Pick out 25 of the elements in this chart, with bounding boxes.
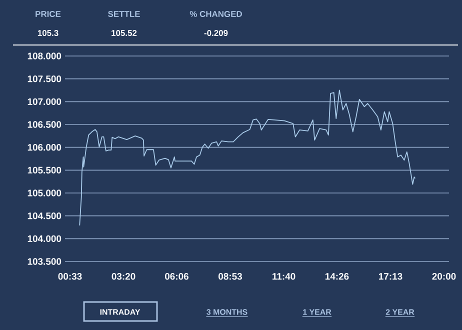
y-tick-label: 108.000 bbox=[28, 52, 62, 60]
x-tick-label: 14:26 bbox=[325, 273, 349, 280]
y-tick-label: 103.500 bbox=[28, 258, 62, 265]
text: % CHANGED bbox=[190, 11, 242, 17]
x-tick-label: 11:40 bbox=[272, 273, 296, 280]
x-tick-label: 08:53 bbox=[218, 273, 242, 280]
y-tick-label: 107.000 bbox=[28, 98, 62, 106]
x-tick-label: 17:13 bbox=[378, 273, 402, 280]
text: 105.52 bbox=[112, 30, 137, 36]
y-tick-label: 106.500 bbox=[28, 121, 62, 128]
line-series bbox=[79, 90, 416, 226]
x-tick-label: 20:00 bbox=[432, 273, 456, 280]
y-tick-label: 105.500 bbox=[28, 166, 62, 174]
x-tick-label: 00:33 bbox=[58, 273, 82, 280]
y-tick-label: 104.000 bbox=[28, 235, 62, 242]
text: -0.209 bbox=[204, 30, 228, 36]
text: SETTLE bbox=[108, 11, 140, 17]
y-tick-label: 105.000 bbox=[28, 190, 62, 196]
text: 105.3 bbox=[38, 30, 58, 36]
y-tick-label: 104.500 bbox=[28, 212, 62, 220]
y-tick-label: 107.500 bbox=[28, 75, 62, 82]
text: PRICE bbox=[36, 11, 61, 17]
x-tick-label: 06:06 bbox=[164, 273, 188, 280]
y-tick-label: 106.000 bbox=[28, 144, 62, 151]
x-tick-label: 03:20 bbox=[112, 273, 136, 280]
